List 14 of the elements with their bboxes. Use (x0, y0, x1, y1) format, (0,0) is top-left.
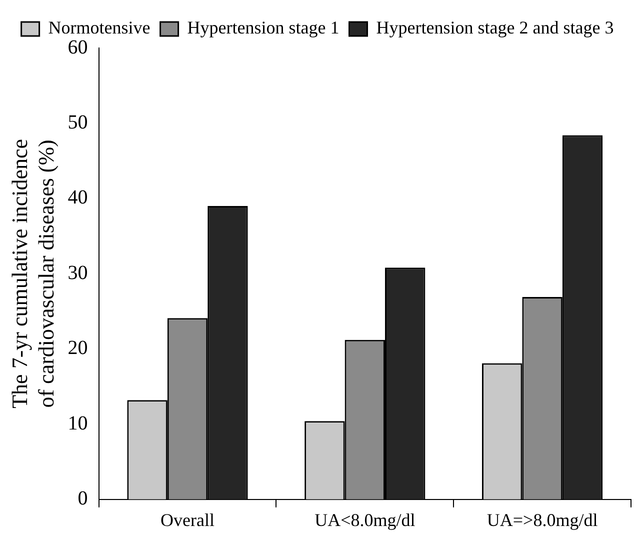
legend-label: Hypertension stage 1 (187, 18, 340, 38)
y-tick-label: 40 (68, 186, 88, 209)
legend-label: Normotensive (48, 18, 150, 38)
y-axis-title: The 7-yr cumulative incidence of cardiovascular diseases (%) (6, 139, 58, 408)
x-tick-label: Overall (160, 510, 214, 530)
x-tick-label: UA<8.0mg/dl (314, 510, 416, 530)
y-tick-label: 60 (68, 36, 88, 58)
y-tick-label: 30 (68, 262, 88, 284)
y-tick-label: 50 (68, 111, 88, 134)
y-tick-label: 0 (78, 488, 88, 510)
y-tick-label: 10 (68, 412, 88, 434)
legend-label: Hypertension stage 2 and stage 3 (376, 18, 614, 38)
y-tick-label: 20 (68, 337, 88, 360)
x-tick-label: UA=>8.0mg/dl (486, 510, 598, 530)
